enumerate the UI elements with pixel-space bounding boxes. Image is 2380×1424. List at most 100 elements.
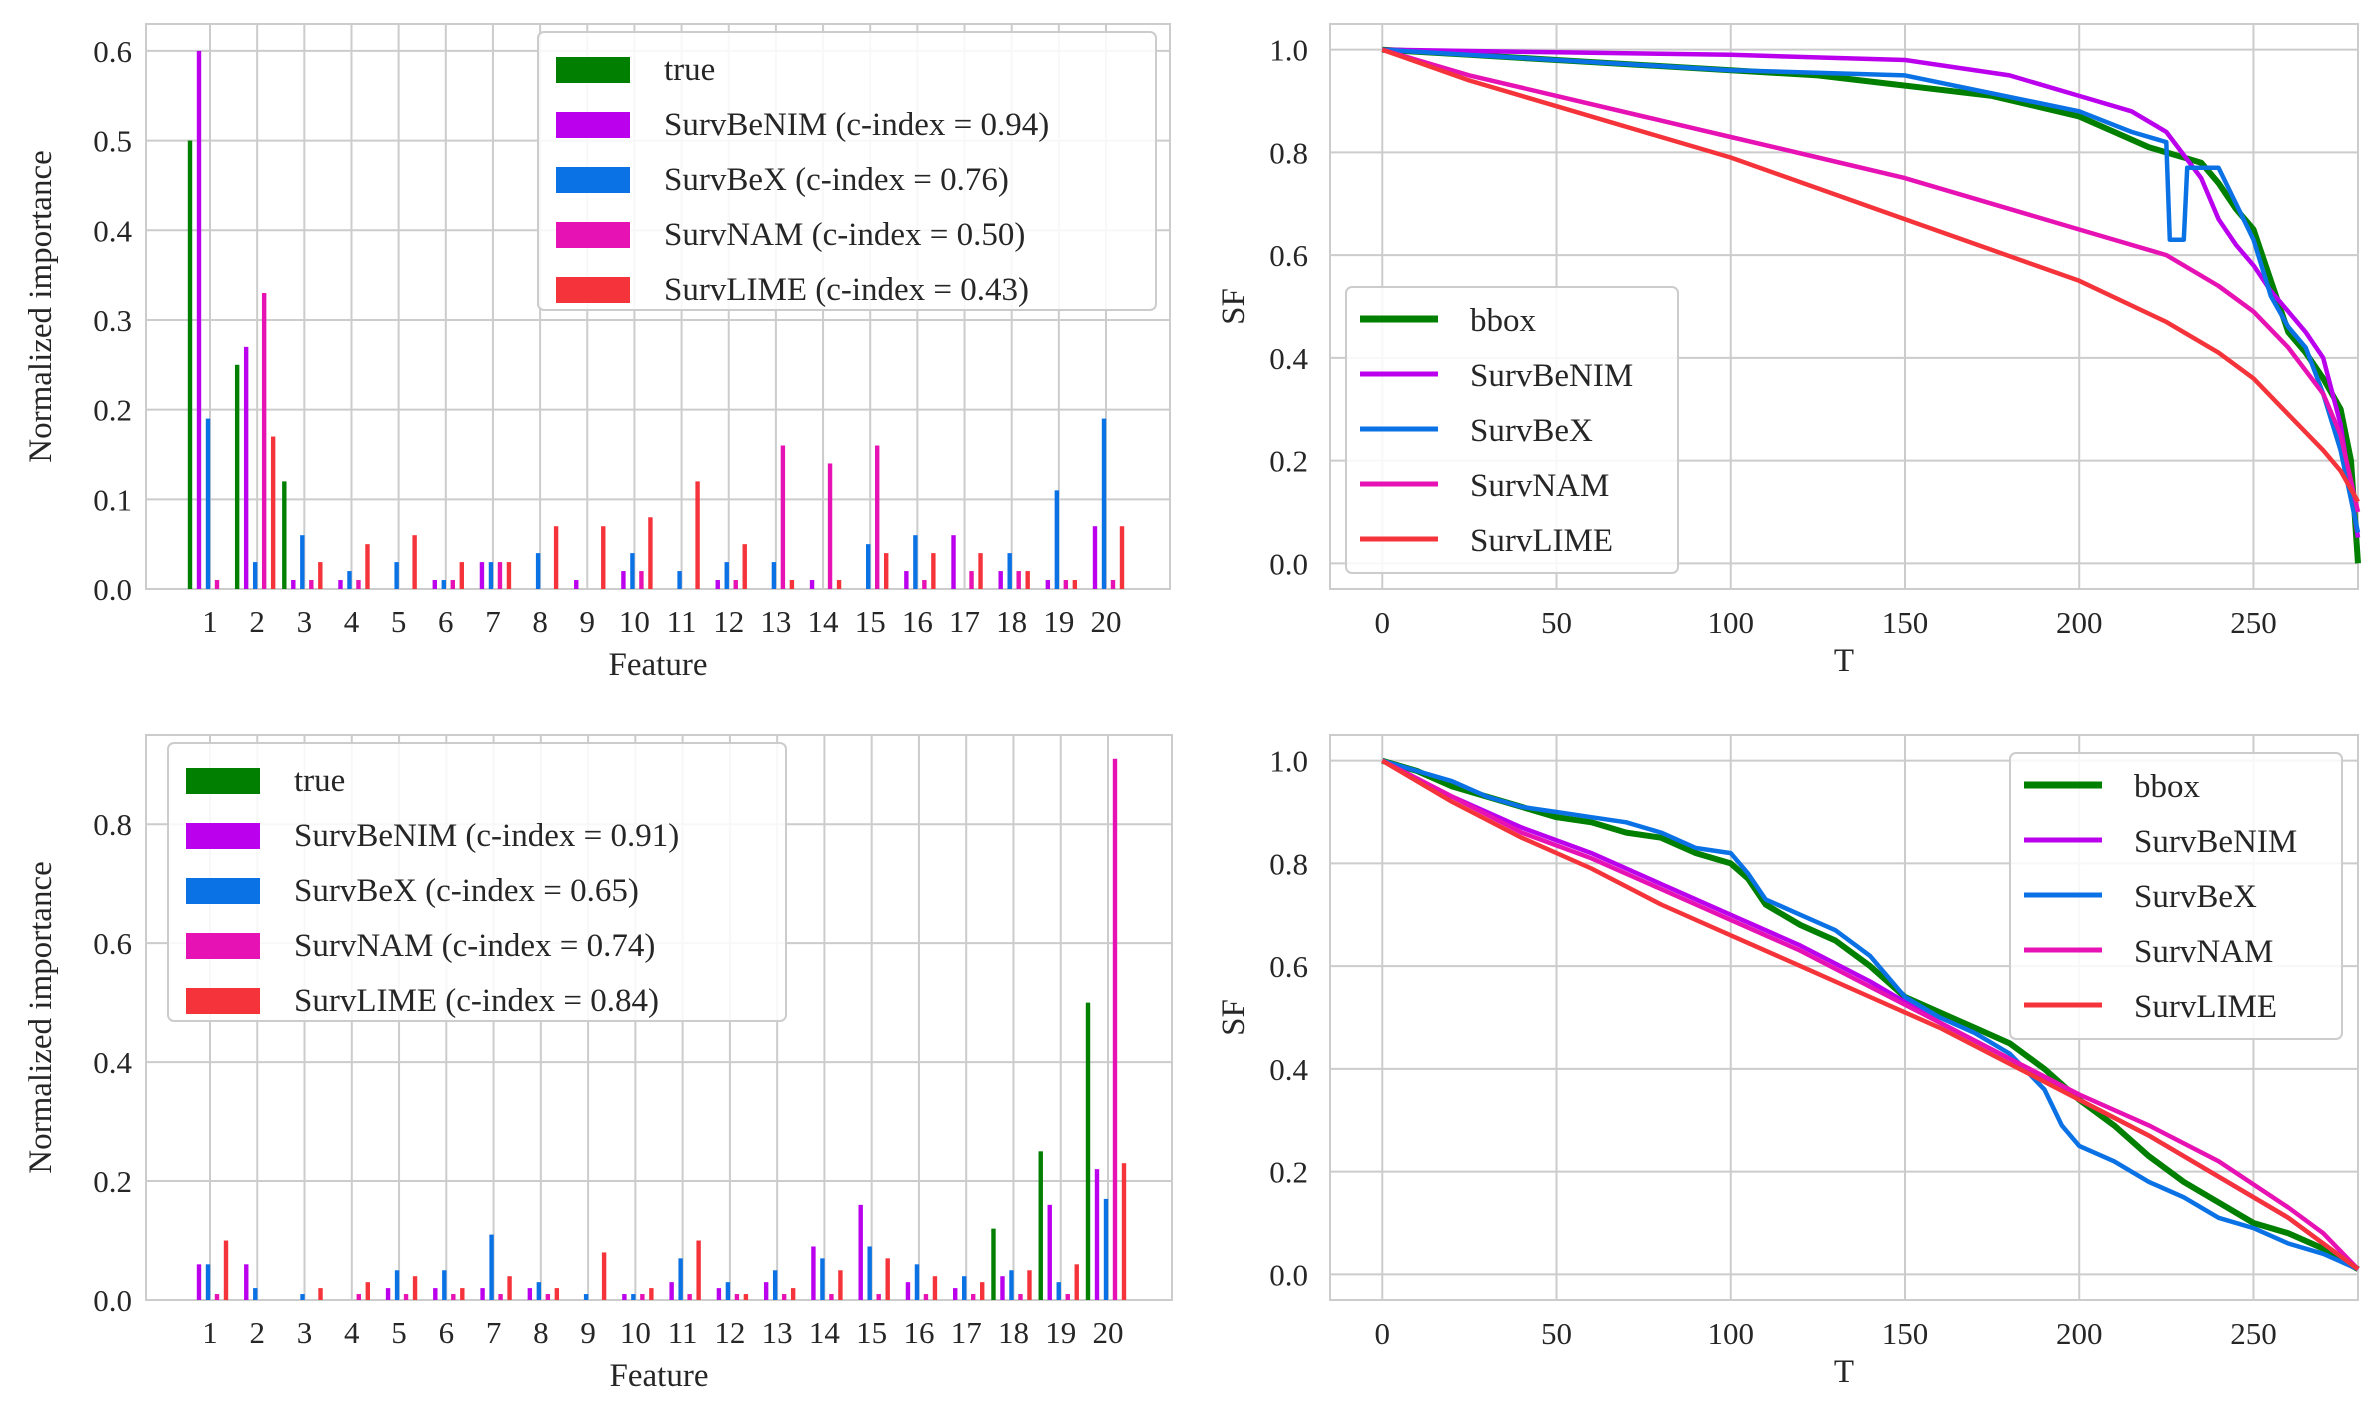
bar [459,562,464,589]
series-line [1382,47,2361,533]
x-tick-label: 9 [580,1315,596,1350]
x-tick-label: 13 [760,604,791,639]
bar [687,1294,692,1300]
bar [1018,1294,1023,1300]
legend-label: SurvBeX [2134,879,2257,915]
bar [385,1288,391,1300]
legend-swatch [556,277,630,303]
bar [196,50,202,589]
bar [790,1288,796,1300]
bar [827,463,833,589]
legend-box [1345,286,1679,574]
x-tick-label: 15 [855,604,886,639]
bar-chart-3: 1 2 3 4 5 6 7 8 9 10 11 12 13 14 15 16 17 18 19 200.00.20.4… [23,734,1173,1394]
y-tick-label: 0.6 [1269,238,1308,273]
y-tick-label: 0.5 [93,124,132,159]
x-tick-label: 8 [532,604,548,639]
x-tick-label: 19 [1045,1315,1076,1350]
x-tick-label: 250 [2230,605,2277,640]
bar [1038,1151,1043,1300]
x-tick-label: 7 [486,1315,502,1350]
bar [678,1258,683,1300]
legend-box [167,742,787,1022]
bar [631,1294,636,1300]
bar [715,580,720,589]
x-tick-label: 15 [856,1315,887,1350]
bar [1121,1163,1127,1300]
bar [640,1294,645,1300]
y-tick-label: 0.2 [1269,444,1308,479]
y-tick-label: 1.0 [1269,33,1308,68]
x-tick-label: 18 [998,1315,1029,1350]
bar [450,580,455,589]
x-tick-label: 20 [1093,1315,1124,1350]
bar [858,1204,863,1300]
legend-box [537,31,1157,311]
bar [574,580,579,589]
bar [980,1282,985,1300]
bar [734,1294,740,1300]
x-tick-label: 4 [344,1315,360,1350]
y-tick-label: 0.1 [93,482,132,517]
x-tick-label: 13 [762,1315,793,1350]
x-tick-label: 2 [249,604,265,639]
legend-label: SurvNAM (c-index = 0.50) [664,217,1025,253]
bar [282,481,287,589]
bar [1047,1204,1052,1300]
legend-label: SurvLIME (c-index = 0.43) [664,272,1029,308]
legend-swatch [186,768,260,794]
y-tick-label: 0.0 [93,572,132,607]
legend-label: bbox [2134,769,2201,805]
bar [338,580,343,589]
bar [1007,553,1012,589]
bar [742,544,747,589]
legend: true SurvBeNIM (c-index = 0.94) SurvBeX (c… [537,31,1157,311]
bar [951,535,956,589]
bar [489,1234,494,1300]
bar [649,1288,654,1300]
y-axis-label: Normalized importance [23,861,59,1173]
bar [969,571,974,589]
bar [318,1288,323,1300]
y-tick-label: 0.4 [1269,341,1308,376]
bar [867,1246,872,1300]
bar [648,517,653,589]
x-tick-label: 7 [485,604,501,639]
x-axis-label: T [1834,1354,1854,1390]
bar [187,140,193,590]
x-axis-label: Feature [609,647,708,683]
bar [506,562,512,589]
y-tick-label: 0.8 [93,807,132,842]
bar [639,571,644,589]
bar [1092,526,1098,589]
bar [677,571,682,589]
plot-frame [1329,734,2359,1301]
bar [621,571,626,589]
bar [875,445,880,589]
bar [365,1282,370,1300]
legend-label: SurvNAM (c-index = 0.74) [294,928,655,964]
bar [1112,758,1118,1300]
bar [962,1276,967,1300]
legend-swatch [556,57,630,83]
y-tick-label: 0.2 [93,1164,132,1199]
plot-frame [1329,23,2359,590]
x-tick-label: 20 [1091,604,1122,639]
legend-label: SurvLIME (c-index = 0.84) [294,983,659,1019]
bar [205,418,211,589]
bar [234,364,240,589]
bar [291,580,296,589]
bar [433,1288,438,1300]
y-tick-label: 0.4 [93,1045,132,1080]
bar [432,580,437,589]
legend-label: true [294,763,345,799]
x-tick-label: 17 [951,1315,982,1350]
bar [309,580,314,589]
x-axis-label: Feature [610,1358,709,1394]
legend: bbox SurvBeNIM SurvBeX SurvNAM SurvLIME [1345,286,1679,574]
bar [1054,490,1060,589]
x-tick-label: 3 [297,1315,313,1350]
x-tick-label: 250 [2230,1316,2277,1351]
bar [601,526,606,589]
